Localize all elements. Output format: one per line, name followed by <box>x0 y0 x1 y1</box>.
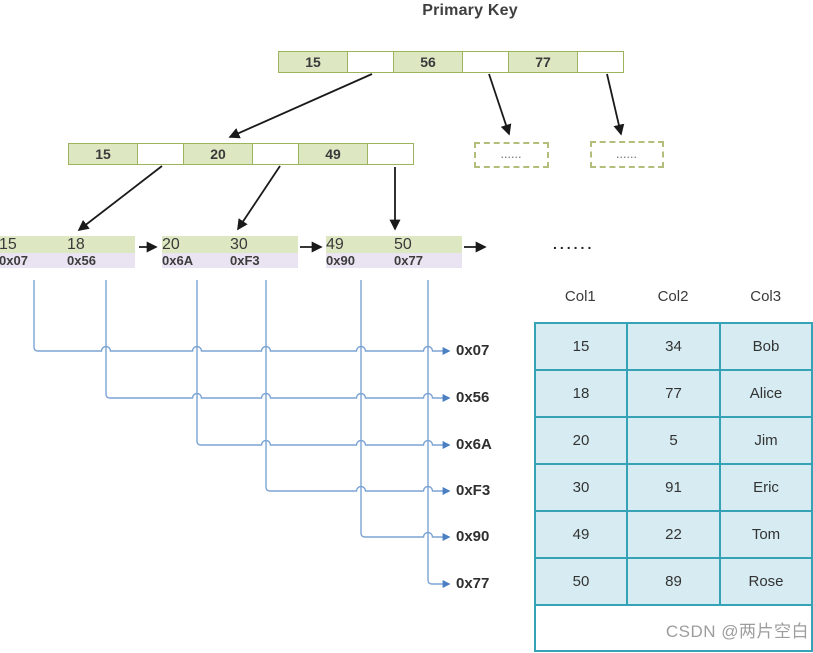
column-header: Col2 <box>657 288 689 305</box>
key-cell: 49 <box>298 143 368 165</box>
key-cell: 50 <box>394 236 462 254</box>
table-row: 15 34 Bob <box>534 322 813 371</box>
address-connector <box>196 280 451 449</box>
leaf-level-ellipsis: ...... <box>553 236 595 252</box>
key-cell: 77 <box>508 51 578 73</box>
table-cell: Tom <box>719 510 813 559</box>
table-cell: 49 <box>534 510 628 559</box>
btree-leaf-node: 49 50 0x90 0x77 <box>326 236 462 268</box>
record-table: 15 34 Bob 18 77 Alice 20 5 Jim 30 91 Eric 49 22 Tom 50 8… <box>534 322 813 652</box>
key-cell: 30 <box>230 236 298 254</box>
pointer-arrow <box>488 73 512 136</box>
leaf-key-row: 20 30 <box>162 236 298 254</box>
ellipsis-text: ...... <box>500 150 522 160</box>
table-cell: 34 <box>626 322 721 371</box>
address-cell: 0x90 <box>326 253 394 268</box>
table-cell: 22 <box>626 510 721 559</box>
table-cell: Jim <box>719 416 813 465</box>
pointer-arrow <box>606 73 625 136</box>
table-cell: 89 <box>626 557 721 606</box>
leaf-address-row: 0x07 0x56 <box>0 253 135 268</box>
address-connector <box>33 280 451 355</box>
address-connector-lines <box>33 280 451 588</box>
address-connector <box>265 280 451 495</box>
table-row: 30 91 Eric <box>534 463 813 512</box>
pointer-arrow <box>77 165 163 232</box>
table-row: 20 5 Jim <box>534 416 813 465</box>
leaf-address-row: 0x6A 0xF3 <box>162 253 298 268</box>
table-cell: 50 <box>534 557 628 606</box>
address-cell: 0x07 <box>0 253 67 268</box>
key-cell: 18 <box>67 236 135 254</box>
address-connector <box>427 280 451 588</box>
pointer-cell <box>577 51 624 73</box>
table-row: 50 89 Rose <box>534 557 813 606</box>
table-cell: 5 <box>626 416 721 465</box>
table-cell: 77 <box>626 369 721 418</box>
collapsed-subtree-placeholder: ...... <box>590 141 664 168</box>
key-cell: 49 <box>326 236 394 254</box>
table-cell: 20 <box>534 416 628 465</box>
address-cell: 0x6A <box>162 253 230 268</box>
pointer-cell <box>347 51 394 73</box>
table-cell: Eric <box>719 463 813 512</box>
btree-internal-node: 15 20 49 <box>68 143 414 165</box>
address-label: 0x07 <box>456 342 490 359</box>
btree-root-node: 15 56 77 <box>278 51 624 73</box>
btree-leaf-node: 15 18 0x07 0x56 <box>0 236 135 268</box>
key-cell: 56 <box>393 51 463 73</box>
table-cell: 18 <box>534 369 628 418</box>
address-label: 0xF3 <box>456 482 491 499</box>
table-cell: Rose <box>719 557 813 606</box>
leaf-address-row: 0x90 0x77 <box>326 253 462 268</box>
pointer-arrow <box>237 165 281 231</box>
column-header: Col3 <box>750 288 782 305</box>
table-footer-cell <box>534 604 813 652</box>
pointer-cell <box>137 143 184 165</box>
address-cell: 0xF3 <box>230 253 298 268</box>
watermark-text: CSDN @两片空白 <box>665 622 809 641</box>
pointer-cell <box>462 51 509 73</box>
btree-leaf-node: 20 30 0x6A 0xF3 <box>162 236 298 268</box>
table-row: 18 77 Alice <box>534 369 813 418</box>
key-cell: 15 <box>0 236 67 254</box>
leaf-key-row: 49 50 <box>326 236 462 254</box>
table-cell: 91 <box>626 463 721 512</box>
pointer-arrow <box>228 73 373 139</box>
key-cell: 20 <box>162 236 230 254</box>
diagram-title: Primary Key <box>422 2 518 19</box>
address-label: 0x90 <box>456 528 490 545</box>
address-connector <box>360 280 451 541</box>
table-cell: 30 <box>534 463 628 512</box>
address-connector <box>105 280 451 402</box>
collapsed-subtree-placeholder: ...... <box>474 142 549 168</box>
address-label: 0x56 <box>456 389 490 406</box>
table-column-headers: Col1 Col2 Col3 <box>534 288 812 305</box>
leaf-key-row: 15 18 <box>0 236 135 254</box>
table-footer-row <box>534 604 813 652</box>
table-cell: 15 <box>534 322 628 371</box>
address-label: 0x77 <box>456 575 490 592</box>
column-header: Col1 <box>564 288 596 305</box>
address-cell: 0x77 <box>394 253 462 268</box>
table-cell: Alice <box>719 369 813 418</box>
table-row: 49 22 Tom <box>534 510 813 559</box>
key-cell: 20 <box>183 143 253 165</box>
pointer-cell <box>252 143 299 165</box>
key-cell: 15 <box>68 143 138 165</box>
address-label: 0x6A <box>456 436 492 453</box>
key-cell: 15 <box>278 51 348 73</box>
pointer-cell <box>367 143 414 165</box>
ellipsis-text: ...... <box>616 149 638 160</box>
table-cell: Bob <box>719 322 813 371</box>
address-cell: 0x56 <box>67 253 135 268</box>
